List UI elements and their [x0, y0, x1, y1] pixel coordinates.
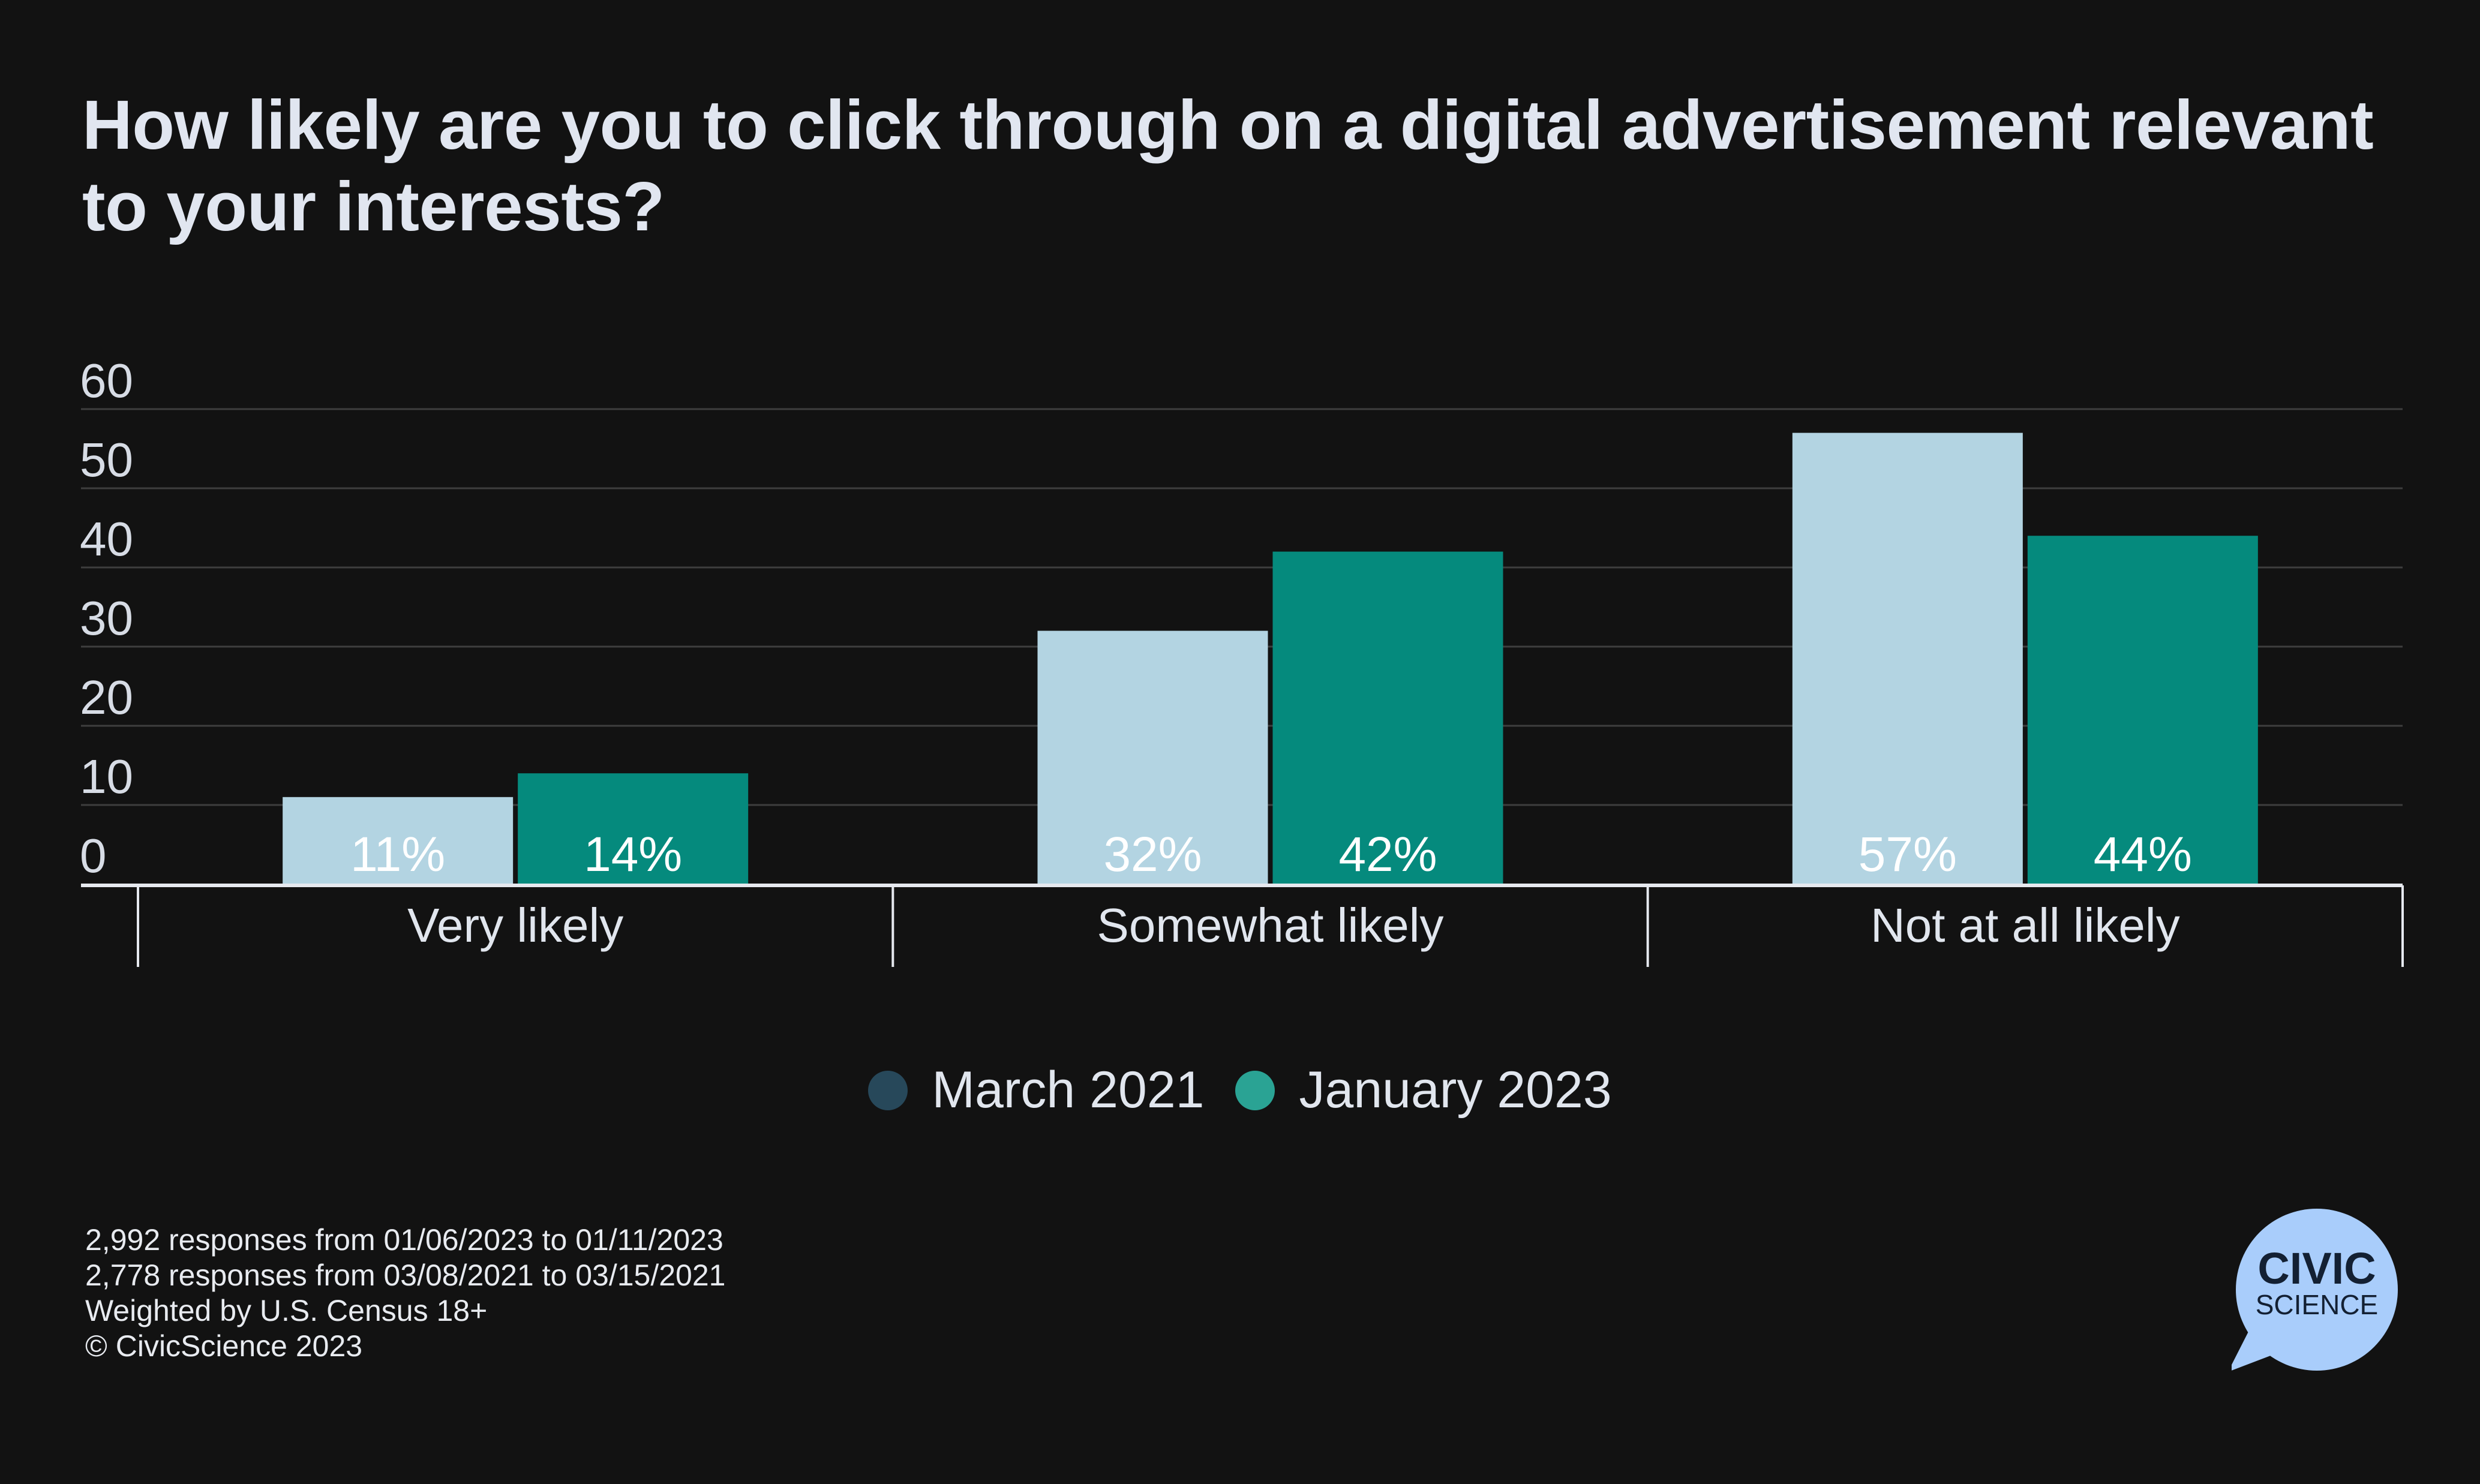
bar-label-very-likely-january-2023: 14% [584, 827, 682, 882]
ytick-label-50: 50 [80, 433, 133, 486]
footnote-responses-2021: 2,778 responses from 03/08/2021 to 03/15… [85, 1258, 726, 1292]
logo-word-science: SCIENCE [2256, 1289, 2378, 1320]
bar-label-somewhat-likely-march-2021: 32% [1103, 827, 1202, 882]
legend-swatch-march-2021 [868, 1070, 908, 1110]
legend-item-january-2023[interactable]: January 2023 [1235, 1061, 1612, 1120]
category-label-not-at-all-likely: Not at all likely [1870, 899, 2180, 952]
chart-title: How likely are you to click through on a… [82, 86, 2374, 245]
footnote-weighting: Weighted by U.S. Census 18+ [85, 1294, 488, 1327]
ytick-label-40: 40 [80, 512, 133, 566]
ytick-label-30: 30 [80, 591, 133, 645]
bar-very-likely-march-2021[interactable] [283, 797, 514, 884]
bar-somewhat-likely-march-2021[interactable] [1037, 630, 1268, 884]
ytick-label-60: 60 [80, 354, 133, 407]
x-axis [81, 884, 2404, 967]
bar-label-very-likely-march-2021: 11% [350, 827, 445, 882]
footnotes: 2,992 responses from 01/06/2023 to 01/11… [85, 1222, 725, 1364]
bar-very-likely-january-2023[interactable] [518, 773, 749, 884]
bars: 11% 14% 32% 42% 57% 44% [283, 432, 2258, 884]
bar-label-not-at-all-likely-january-2023: 44% [2094, 827, 2192, 882]
ytick-label-10: 10 [80, 750, 133, 803]
y-axis-ticks: 0 10 20 30 40 50 60 [80, 354, 133, 882]
logo-word-civic: CIVIC [2257, 1243, 2376, 1293]
bar-not-at-all-likely-march-2021[interactable] [1792, 432, 2023, 884]
legend-item-march-2021[interactable]: March 2021 [868, 1061, 1204, 1120]
legend: March 2021 January 2023 [0, 1061, 2480, 1120]
category-labels: Very likely Somewhat likely Not at all lik… [407, 899, 2180, 952]
bar-label-somewhat-likely-january-2023: 42% [1338, 827, 1437, 882]
legend-swatch-january-2023 [1235, 1070, 1275, 1110]
civicscience-logo: CIVIC SCIENCE [2228, 1209, 2400, 1377]
legend-label-january-2023: January 2023 [1299, 1061, 1612, 1119]
footnote-copyright: © CivicScience 2023 [85, 1329, 363, 1363]
category-label-very-likely: Very likely [407, 899, 623, 952]
footnote-responses-2023: 2,992 responses from 01/06/2023 to 01/11… [85, 1223, 723, 1257]
ytick-label-0: 0 [80, 829, 107, 882]
category-label-somewhat-likely: Somewhat likely [1097, 899, 1443, 952]
bar-somewhat-likely-january-2023[interactable] [1272, 551, 1503, 884]
legend-label-march-2021: March 2021 [932, 1061, 1205, 1119]
bar-not-at-all-likely-january-2023[interactable] [2027, 536, 2258, 884]
ytick-label-20: 20 [80, 671, 133, 724]
bar-label-not-at-all-likely-march-2021: 57% [1859, 827, 1957, 882]
